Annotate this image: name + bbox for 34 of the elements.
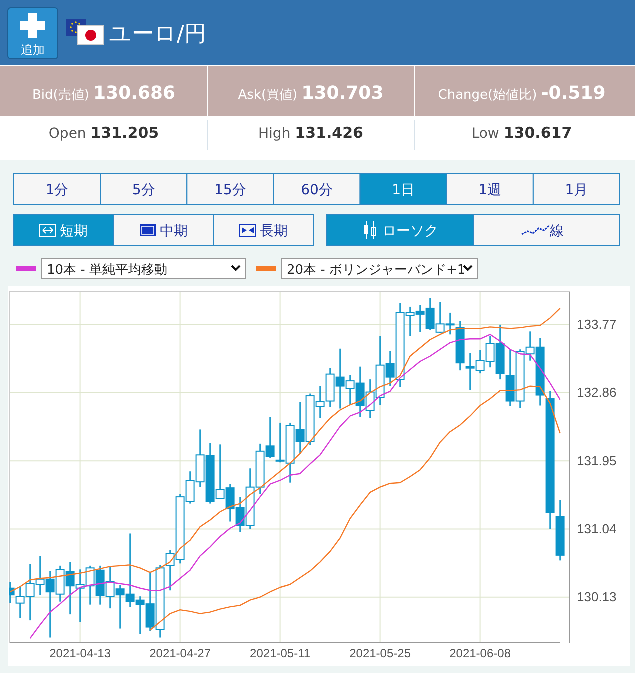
x-tick-label: 2021-06-08 <box>450 646 512 661</box>
x-tick-label: 2021-05-11 <box>250 646 311 661</box>
text: 1月 <box>565 182 588 198</box>
line-series <box>150 386 561 631</box>
text: 1日 <box>392 182 416 198</box>
text: Low 130.617 <box>472 124 572 142</box>
y-tick-label: 131.95 <box>577 453 617 468</box>
text: 15分 <box>214 182 246 198</box>
text: High 131.426 <box>258 124 364 142</box>
text: Change(始値比) -0.519 <box>438 83 606 104</box>
y-tick-label: 132.86 <box>577 385 617 400</box>
text: 5分 <box>132 182 156 198</box>
text: ローソク <box>382 224 438 240</box>
y-tick-label: 131.04 <box>577 521 617 536</box>
text: 線 <box>549 224 564 240</box>
text: 中期 <box>160 224 188 240</box>
y-tick-label: 133.77 <box>577 317 617 332</box>
text: Ask(買値) 130.703 <box>238 83 384 104</box>
line-series <box>30 334 561 640</box>
x-tick-label: 2021-05-25 <box>350 646 412 661</box>
add-button: 追加 <box>8 8 58 60</box>
legend-label: 20本 - ボリンジャーバンド+1 <box>287 263 466 278</box>
legend-label: 10本 - 単純平均移動 <box>47 263 168 278</box>
text: 60分 <box>301 182 333 198</box>
text: 長期 <box>260 224 288 240</box>
y-tick-label: 130.13 <box>577 590 617 605</box>
chart-title: ユーロ/円 <box>109 22 206 47</box>
text: Open 131.205 <box>48 124 160 142</box>
text: Bid(売値) 130.686 <box>32 83 176 104</box>
x-tick-label: 2021-04-13 <box>50 646 112 661</box>
text: 1分 <box>46 182 69 198</box>
x-tick-label: 2021-04-27 <box>150 646 212 661</box>
text: 短期 <box>60 224 88 240</box>
text: 1週 <box>478 182 502 198</box>
